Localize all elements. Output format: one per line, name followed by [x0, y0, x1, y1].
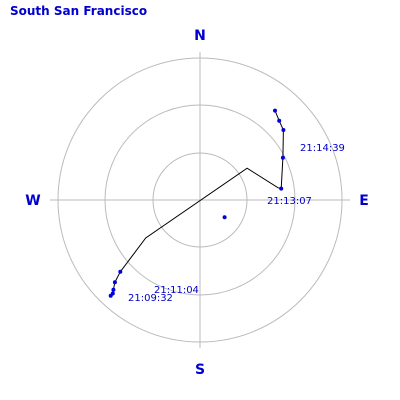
track-point-4	[112, 280, 117, 285]
track-points	[108, 108, 286, 298]
compass-north: N	[194, 28, 206, 44]
track-point-7	[279, 186, 284, 191]
track-point-6	[222, 215, 227, 220]
time-label-3: 21:13:07	[267, 196, 312, 207]
satellite-track	[110, 110, 284, 297]
compass-west: W	[25, 193, 40, 209]
track-point-8	[280, 155, 285, 160]
compass-east: E	[359, 193, 369, 209]
grid	[50, 52, 350, 348]
track-point-10	[277, 118, 282, 123]
time-label-1: 21:09:32	[128, 293, 173, 304]
track-point-3	[111, 287, 116, 292]
track-point-11	[273, 108, 277, 113]
track-point-5	[118, 269, 123, 274]
track-point-9	[281, 128, 286, 132]
chart-title: South San Francisco	[10, 4, 147, 18]
time-label-2: 21:11:04	[154, 285, 199, 296]
time-label-4: 21:14:39	[300, 143, 345, 154]
compass-south: S	[195, 362, 205, 378]
track-point-2	[110, 291, 115, 296]
